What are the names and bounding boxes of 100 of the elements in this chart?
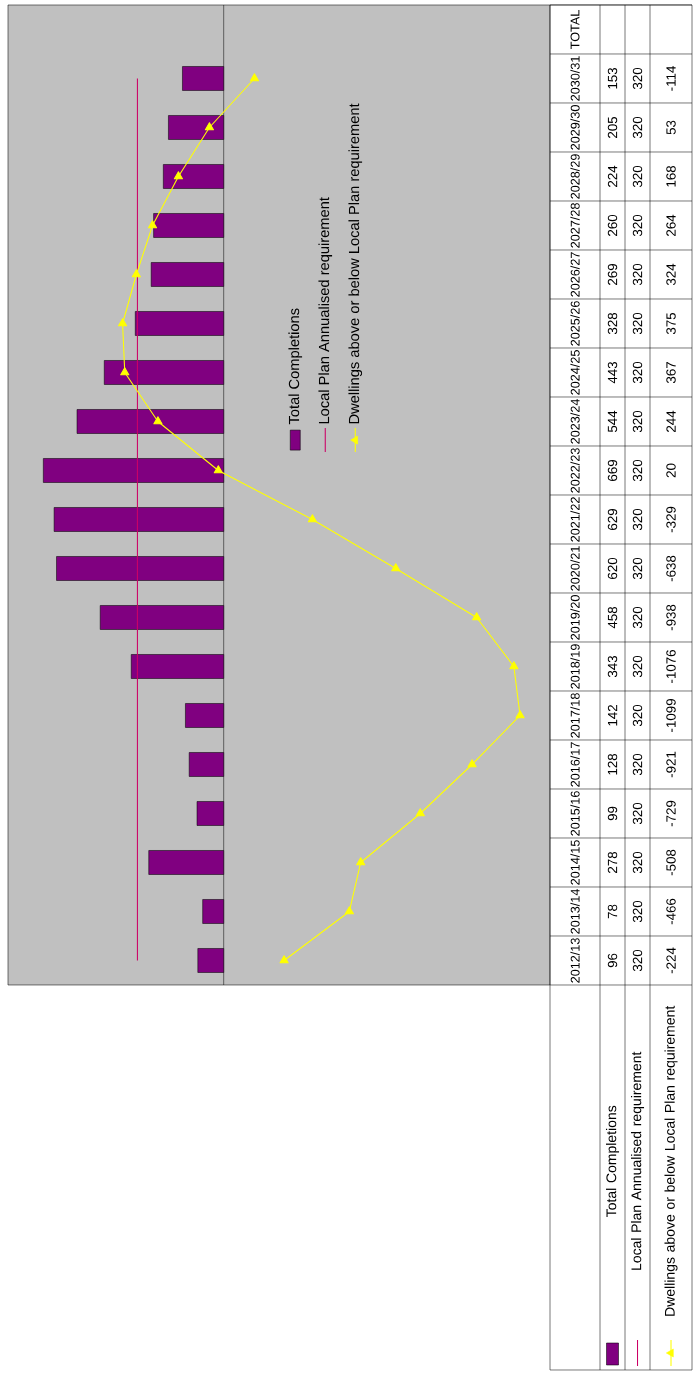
data-label: 264 [666, 214, 676, 236]
text: Total Completions [288, 308, 303, 425]
data-label: 320 [632, 606, 643, 629]
data-label: 168 [666, 165, 676, 187]
y-tick-label: 2030/31 [570, 56, 580, 101]
data-label: 128 [607, 753, 618, 775]
y-tick-label: 2018/19 [570, 644, 580, 689]
data-label: 320 [632, 165, 643, 188]
text: Local Plan Annualised requirement [630, 1051, 645, 1270]
point [415, 808, 425, 817]
data-label: -1076 [666, 650, 676, 683]
y-tick-label: 2023/24 [570, 398, 580, 444]
point [118, 318, 128, 327]
data-label: 320 [632, 459, 643, 482]
data-label: -224 [666, 947, 676, 974]
data-label: 320 [632, 116, 643, 139]
data-label: 205 [607, 116, 618, 138]
data-label: 443 [607, 361, 618, 384]
data-label: 669 [607, 459, 618, 481]
data-label: 320 [632, 753, 643, 776]
data-label: 320 [632, 361, 643, 384]
y-tick-label: 2022/23 [570, 448, 580, 493]
point [515, 710, 525, 719]
point [279, 955, 289, 964]
point [213, 465, 223, 474]
data-label: -466 [666, 898, 676, 925]
data-label: -729 [666, 800, 676, 827]
text: Local Plan Annualised requirement [318, 197, 333, 424]
point [307, 514, 318, 523]
data-label: 53 [666, 120, 676, 135]
data-label: 320 [632, 704, 643, 727]
y-tick-label: 2020/21 [570, 546, 580, 591]
point [472, 612, 482, 621]
text: Total Completions [605, 1105, 620, 1217]
data-label: 324 [666, 263, 676, 286]
y-tick-label: 2014/15 [570, 840, 580, 885]
y-tick-label: 2021/22 [570, 497, 580, 542]
data-label: -638 [666, 555, 676, 582]
data-label: 320 [632, 263, 643, 286]
y-tick-label: 2012/13 [570, 938, 580, 983]
point [344, 906, 354, 915]
data-label: 367 [666, 362, 676, 384]
data-label: 269 [607, 263, 618, 285]
point [509, 661, 519, 670]
data-label: -938 [666, 604, 676, 631]
data-label: 320 [632, 557, 643, 580]
y-tick-label: 2019/20 [570, 595, 580, 640]
data-label: 320 [632, 214, 643, 237]
point [467, 759, 477, 768]
data-label: 320 [632, 410, 643, 433]
data-label: 629 [607, 508, 618, 530]
y-tick-label: 2025/26 [570, 301, 580, 346]
data-label: 320 [632, 508, 643, 531]
data-label: 260 [607, 214, 618, 236]
text: Dwellings above or below Local Plan requirement [664, 1005, 678, 1316]
y-tick-label: 2029/30 [570, 105, 580, 150]
data-label: 375 [666, 312, 676, 335]
data-label: 244 [666, 410, 676, 432]
y-tick-label: 2027/28 [570, 203, 580, 248]
data-label: 620 [607, 557, 618, 579]
y-tick-label: 2015/16 [570, 791, 580, 836]
y-tick-label: 2016/17 [570, 742, 580, 787]
data-label: 343 [607, 655, 618, 678]
point [204, 122, 214, 131]
data-label: 96 [607, 953, 618, 968]
y-tick-label: TOTAL [570, 10, 580, 50]
data-label: -921 [666, 751, 676, 778]
data-label: 20 [666, 463, 676, 478]
y-tick-label: 2024/25 [570, 350, 580, 395]
y-tick-label: 2028/29 [570, 154, 580, 199]
data-label: 278 [607, 851, 618, 873]
data-label: 78 [607, 904, 618, 919]
data-label: -508 [666, 849, 676, 876]
data-label: -114 [666, 66, 676, 91]
y-tick-label: 2013/14 [570, 888, 580, 934]
y-tick-label: 2017/18 [570, 693, 580, 738]
data-label: 328 [607, 312, 618, 335]
data-label: 320 [632, 949, 643, 972]
data-label: 458 [607, 606, 618, 629]
data-label: 320 [632, 900, 643, 923]
point [391, 563, 401, 572]
data-label: 142 [607, 705, 618, 726]
point [249, 73, 260, 82]
data-label: 224 [607, 165, 618, 187]
data-label: 99 [607, 806, 618, 821]
data-label: 320 [632, 67, 643, 90]
data-label: 320 [632, 312, 643, 335]
data-label: 320 [632, 851, 643, 874]
text: Dwellings above or below Local Plan requirement [348, 103, 363, 424]
data-label: 320 [632, 655, 643, 678]
data-label: 320 [632, 802, 643, 825]
point [173, 171, 183, 180]
point [356, 857, 366, 866]
y-tick-label: 2026/27 [570, 252, 580, 297]
data-label: -1099 [666, 699, 676, 732]
data-label: -329 [666, 506, 676, 533]
point [131, 269, 141, 278]
data-label: 544 [607, 410, 618, 433]
point [153, 416, 163, 425]
point [147, 220, 158, 229]
